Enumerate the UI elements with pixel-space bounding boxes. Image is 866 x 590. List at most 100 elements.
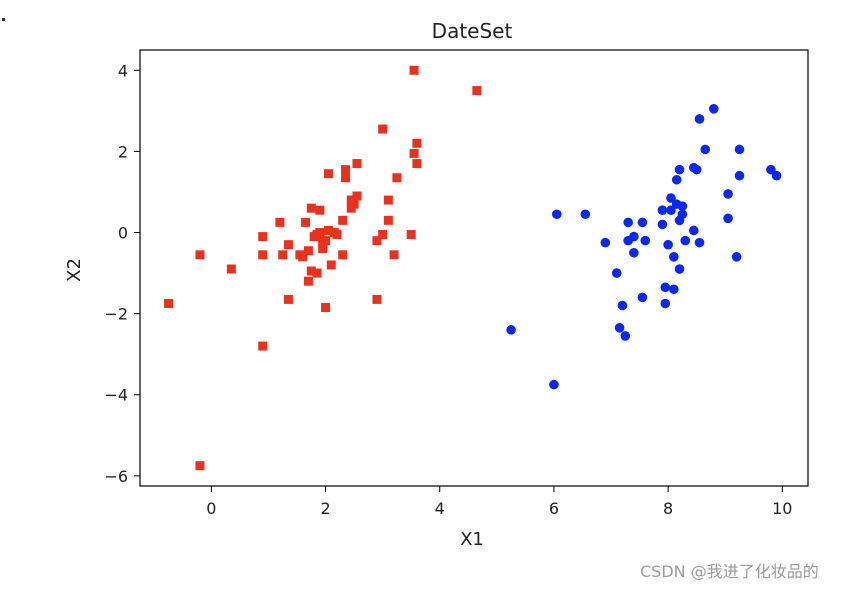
x-tick-label: 8 (663, 499, 673, 518)
scatter-point-s1-22 (666, 205, 676, 216)
scatter-point-s1-13 (637, 217, 648, 228)
scatter-point-s1-8 (620, 331, 631, 341)
scatter-point-s1-30 (677, 201, 688, 211)
scatter-point-s1-20 (663, 239, 673, 250)
scatter-point-s1-0 (506, 325, 516, 335)
scatter-point-s0-38 (349, 199, 359, 209)
scatter-point-s0-21 (315, 205, 325, 215)
scatter-point-s1-9 (623, 217, 633, 228)
scatter-point-s0-2 (195, 461, 205, 471)
scatter-point-s0-35 (341, 173, 351, 183)
scatter-point-s1-14 (640, 235, 651, 246)
scatter-point-s0-22 (315, 228, 325, 238)
scatter-point-s0-29 (326, 260, 336, 270)
scatter-point-s0-7 (275, 217, 285, 227)
corner-dot (2, 18, 5, 21)
y-tick-label: −4 (104, 386, 128, 405)
scatter-point-s0-16 (306, 203, 316, 213)
y-axis-ticks: −6 −4 −2 0 2 4 (104, 61, 140, 486)
scatter-point-s0-20 (312, 268, 322, 278)
scatter-point-s1-37 (694, 114, 705, 124)
scatter-point-s1-16 (657, 205, 668, 216)
scatter-point-s0-8 (278, 250, 288, 260)
x-tick-label: 6 (549, 499, 559, 518)
scatter-point-s0-0 (164, 298, 174, 308)
scatter-point-s1-4 (600, 237, 611, 248)
scatter-point-s1-24 (669, 252, 679, 262)
scatter-point-s0-25 (321, 303, 331, 313)
scatter-point-s0-5 (258, 250, 268, 260)
scatter-point-s1-34 (689, 225, 699, 236)
scatter-point-s0-4 (258, 232, 268, 242)
x-axis-ticks: 0 2 4 6 8 10 (206, 486, 792, 518)
scatter-point-s0-6 (258, 341, 268, 351)
scatter-point-s1-28 (674, 264, 685, 274)
scatter-point-s1-31 (677, 209, 688, 220)
scatter-point-s1-1 (549, 379, 559, 390)
y-tick-label: 0 (118, 224, 128, 243)
scatter-point-s1-43 (734, 144, 745, 155)
chart-title: DateSet (432, 19, 513, 43)
scatter-point-s0-13 (301, 217, 311, 227)
scatter-point-s0-33 (338, 250, 348, 260)
scatter-point-s0-42 (372, 294, 382, 304)
scatter-point-s1-36 (694, 237, 705, 248)
scatter-point-s0-15 (303, 276, 313, 286)
scatter-point-s1-21 (666, 193, 676, 203)
y-tick-label: −6 (104, 467, 128, 486)
scatter-point-s1-35 (691, 164, 702, 175)
scatter-point-s1-12 (629, 247, 639, 258)
scatter-point-s0-43 (378, 124, 388, 134)
y-tick-label: −2 (104, 305, 128, 324)
scatter-point-s0-26 (321, 236, 331, 246)
scatter-point-s1-6 (614, 323, 625, 333)
scatter-point-s0-41 (372, 236, 382, 246)
scatter-point-s0-46 (383, 215, 393, 225)
scatter-point-s0-54 (472, 86, 482, 96)
scatter-point-s0-39 (352, 159, 362, 169)
scatter-point-s1-46 (771, 170, 782, 181)
scatter-point-s0-50 (409, 65, 419, 75)
scatter-point-s1-3 (580, 209, 591, 220)
scatter-point-s1-42 (731, 252, 742, 262)
scatter-point-s0-1 (195, 250, 205, 260)
scatter-point-s0-14 (303, 246, 313, 256)
scatter-point-s0-17 (306, 266, 316, 276)
x-tick-label: 4 (435, 499, 445, 518)
scatter-point-s1-44 (734, 170, 745, 181)
scatter-point-s0-52 (412, 138, 422, 148)
marks-layer (164, 65, 782, 471)
scatter-point-s1-5 (611, 268, 622, 278)
scatter-point-s0-28 (323, 169, 333, 179)
scatter-point-s1-38 (700, 144, 711, 155)
scatter-point-s1-17 (657, 219, 668, 230)
scatter-point-s0-10 (283, 294, 293, 304)
y-axis-label: X2 (64, 258, 85, 282)
scatter-point-s0-45 (383, 195, 393, 205)
scatter-point-s1-39 (708, 104, 719, 114)
scatter-point-s1-40 (723, 189, 733, 199)
scatter-point-s0-32 (338, 215, 348, 225)
scatter-point-s0-44 (378, 230, 388, 240)
scatter-point-s0-47 (389, 250, 399, 260)
x-tick-label: 2 (320, 499, 330, 518)
scatter-point-s1-29 (674, 164, 685, 175)
scatter-point-s0-40 (352, 191, 362, 201)
scatter-point-s0-51 (409, 148, 419, 158)
scatter-point-s0-49 (406, 230, 416, 240)
scatter-point-s1-19 (660, 298, 671, 309)
scatter-point-s1-7 (617, 300, 628, 311)
y-tick-label: 4 (118, 61, 128, 80)
scatter-point-s1-25 (671, 174, 682, 185)
watermark: CSDN @我进了化妆品的 (640, 562, 819, 581)
scatter-point-s0-34 (341, 165, 351, 175)
scatter-point-s0-9 (283, 240, 293, 250)
scatter-point-s1-41 (723, 213, 733, 224)
plot-frame (139, 49, 809, 487)
scatter-point-s1-23 (669, 284, 679, 295)
scatter-point-s1-32 (680, 235, 691, 246)
scatter-point-s0-24 (318, 244, 328, 254)
x-tick-label: 0 (206, 499, 216, 518)
scatter-point-s1-18 (660, 282, 671, 293)
